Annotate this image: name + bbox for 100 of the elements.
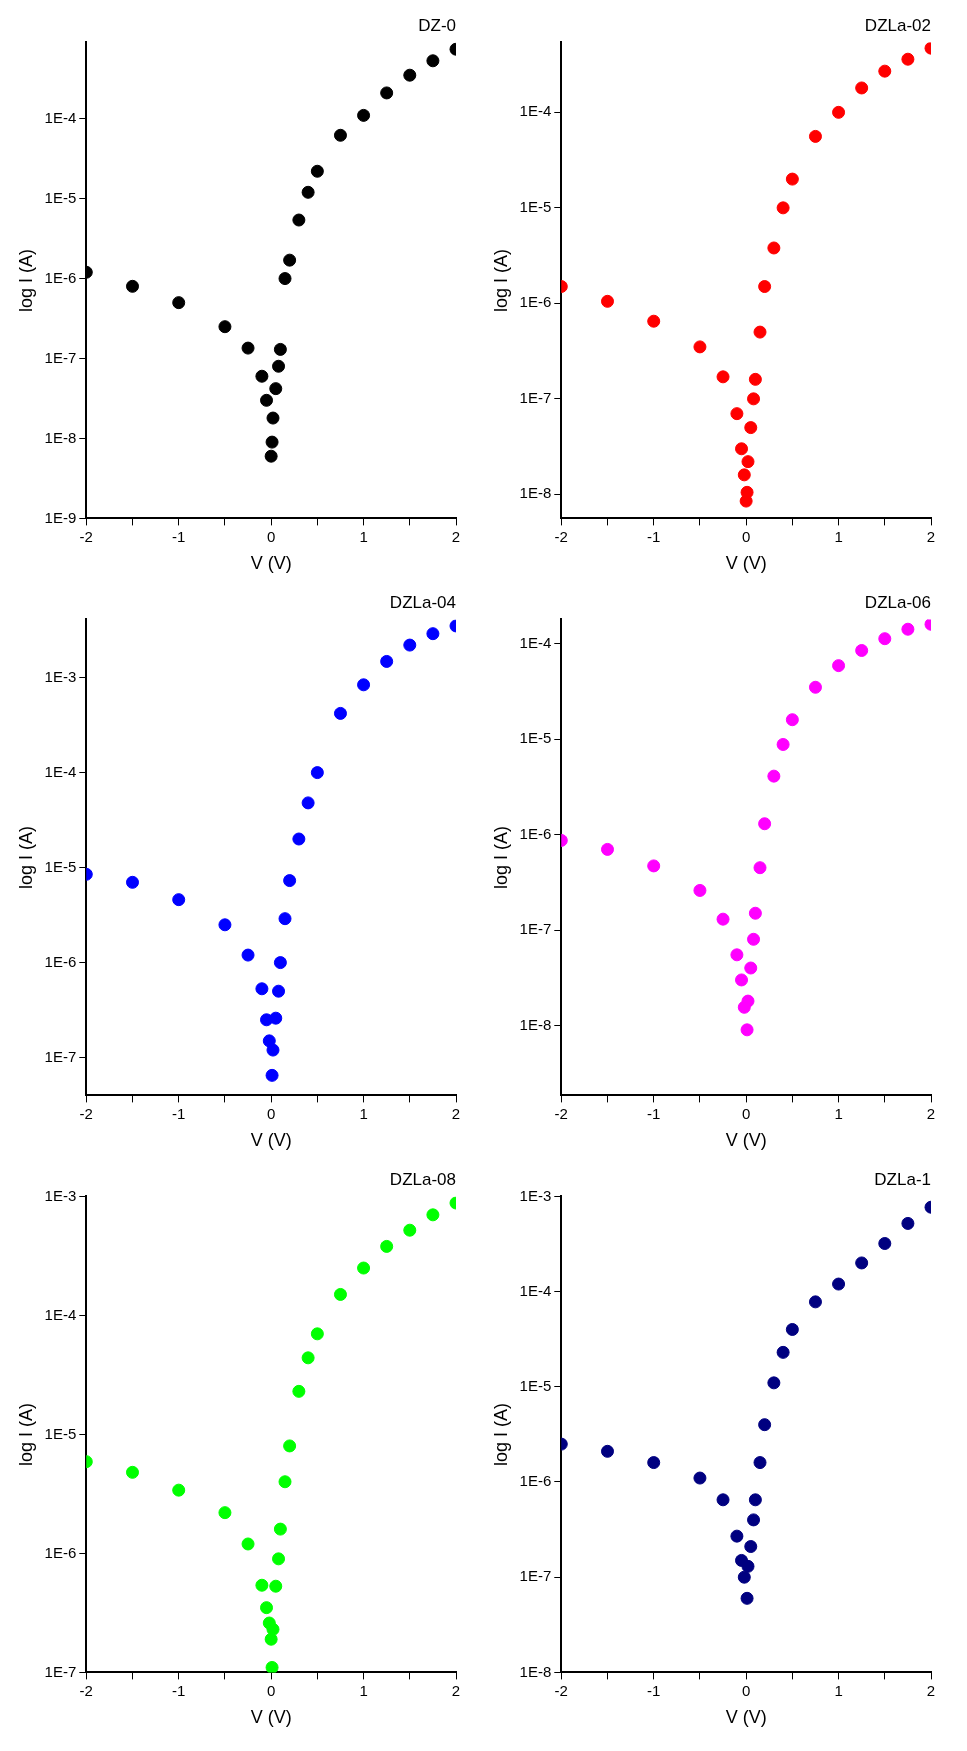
point <box>601 842 614 856</box>
chart-title: DZLa-04 <box>389 592 456 612</box>
point <box>785 172 799 186</box>
point <box>748 906 762 920</box>
x-tick-label: -1 <box>172 527 186 545</box>
x-tick-label: 2 <box>926 527 936 545</box>
point <box>269 1579 283 1593</box>
y-axis-title: log I (A) <box>15 248 36 312</box>
point <box>744 421 758 435</box>
point <box>265 1660 279 1673</box>
y-tick-label: 1E-7 <box>519 1567 552 1585</box>
y-axis-title: log I (A) <box>15 825 36 889</box>
point <box>758 817 772 831</box>
point <box>260 393 274 407</box>
y-tick-label: 1E-7 <box>519 920 552 938</box>
point <box>426 54 440 68</box>
point <box>855 81 869 95</box>
y-tick-label: 1E-6 <box>44 1543 77 1561</box>
y-tick-label: 1E-6 <box>519 1472 552 1490</box>
point <box>255 369 269 383</box>
x-axis-title: V (V) <box>725 553 767 574</box>
point <box>278 1475 292 1489</box>
point <box>744 1540 758 1554</box>
point <box>735 973 749 987</box>
x-tick-label: -2 <box>554 1104 568 1122</box>
point <box>380 86 394 100</box>
point <box>747 392 761 406</box>
point <box>785 713 799 727</box>
y-axis-title: log I (A) <box>490 1402 511 1466</box>
x-tick-label: -1 <box>172 1104 186 1122</box>
point <box>266 1622 280 1636</box>
point <box>272 1552 286 1566</box>
point <box>744 961 758 975</box>
y-tick-label: 1E-6 <box>519 293 552 311</box>
chart-title: DZLa-1 <box>874 1169 931 1189</box>
point <box>292 213 306 227</box>
point <box>272 359 286 373</box>
chart-title: DZLa-02 <box>864 15 931 35</box>
x-tick-label: 0 <box>266 527 276 545</box>
y-tick-label: 1E-4 <box>44 108 77 126</box>
point <box>255 982 269 996</box>
x-axis-title: V (V) <box>250 1707 292 1728</box>
point <box>693 883 707 897</box>
y-tick-label: 1E-6 <box>44 268 77 286</box>
point <box>748 1493 762 1507</box>
y-tick-label: 1E-7 <box>44 1662 77 1680</box>
x-tick-label: -1 <box>647 527 661 545</box>
point <box>748 372 762 386</box>
point <box>855 1256 869 1270</box>
point <box>901 622 915 636</box>
x-tick-label: 2 <box>926 1104 936 1122</box>
point <box>747 1513 761 1527</box>
x-tick-label: 0 <box>266 1681 276 1699</box>
point <box>808 1295 822 1309</box>
point <box>283 253 297 267</box>
point <box>266 411 280 425</box>
y-tick-label: 1E-4 <box>519 102 552 120</box>
y-tick-label: 1E-4 <box>519 633 552 651</box>
x-tick-label: 0 <box>741 1681 751 1699</box>
point <box>241 948 255 962</box>
point <box>265 1068 279 1082</box>
point <box>767 241 781 255</box>
chart-title: DZLa-06 <box>864 592 931 612</box>
point <box>901 52 915 66</box>
y-tick-label: 1E-3 <box>44 1186 77 1204</box>
x-tick-label: 1 <box>834 1104 843 1122</box>
x-axis-title: V (V) <box>725 1707 767 1728</box>
point <box>776 201 790 215</box>
point <box>218 1506 232 1520</box>
point <box>808 680 822 694</box>
point <box>716 370 730 384</box>
point <box>310 1327 324 1341</box>
point <box>740 1591 754 1605</box>
point <box>737 1570 751 1584</box>
x-tick-label: 0 <box>266 1104 276 1122</box>
point <box>741 1559 755 1573</box>
point <box>832 659 846 673</box>
point <box>832 1277 846 1291</box>
x-tick-label: 0 <box>741 1104 751 1122</box>
point <box>292 832 306 846</box>
point <box>265 435 279 449</box>
point <box>301 185 315 199</box>
x-tick-label: 2 <box>451 527 461 545</box>
point <box>855 644 869 657</box>
point <box>647 859 661 873</box>
x-tick-label: -2 <box>554 1681 568 1699</box>
y-tick-label: 1E-4 <box>519 1281 552 1299</box>
point <box>730 407 744 421</box>
point <box>832 105 846 119</box>
point <box>403 68 417 82</box>
point <box>758 1418 772 1432</box>
point <box>310 164 324 178</box>
point <box>878 1237 892 1251</box>
point <box>266 1043 280 1057</box>
x-tick-label: -1 <box>172 1681 186 1699</box>
point <box>693 1471 707 1485</box>
x-axis-title: V (V) <box>250 553 292 574</box>
point <box>357 1261 371 1275</box>
y-tick-label: 1E-4 <box>44 1305 77 1323</box>
point <box>753 861 767 875</box>
